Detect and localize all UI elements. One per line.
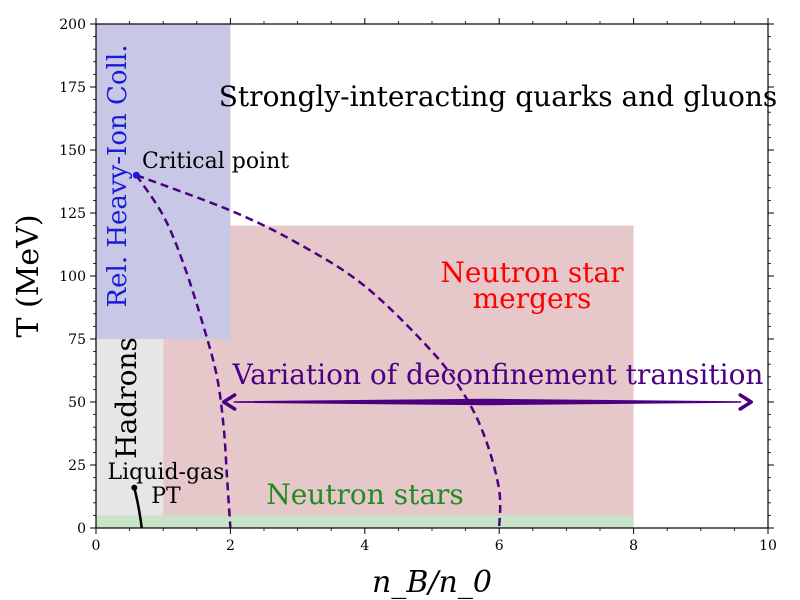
region-rel-heavy-ion-coll — [96, 24, 231, 339]
critical-point-marker — [132, 171, 140, 179]
label-liquid-gas: Liquid-gas — [108, 460, 225, 485]
label-deconfinement: Variation of deconfinement transition — [232, 358, 764, 391]
y-tick-label: 150 — [59, 143, 86, 159]
label-hadrons: Hadrons — [110, 337, 143, 459]
liquid-gas-line — [133, 487, 143, 529]
label-quarks-gluons: Strongly-interacting quarks and gluons — [219, 80, 778, 113]
y-tick-label: 0 — [77, 521, 86, 537]
deconfinement-arrow-left-head — [221, 393, 237, 411]
x-tick-label: 6 — [495, 538, 504, 554]
region-neutron-star-mergers — [163, 225, 634, 528]
liquid-gas-endpoint — [131, 484, 138, 491]
x-tick-label: 4 — [360, 538, 369, 554]
x-tick-label: 8 — [629, 538, 638, 554]
x-axis-title: n_B/n_0 — [372, 565, 492, 600]
label-mergers-line1: Neutron star — [440, 256, 624, 289]
y-tick-label: 100 — [59, 269, 86, 285]
label-mergers-line2: mergers — [473, 282, 592, 315]
transition-curve-outer — [135, 174, 502, 529]
curves-layer — [131, 171, 753, 529]
label-critical-point: Critical point — [142, 149, 289, 174]
label-heavy-ion: Rel. Heavy-Ion Coll. — [103, 45, 133, 308]
transition-curve-inner — [135, 174, 232, 529]
x-tick-label: 2 — [226, 538, 235, 554]
y-tick-label: 125 — [59, 206, 86, 222]
annotations-layer: n_B/n_0 T (MeV) Strongly-interacting quark… — [11, 45, 777, 600]
x-tick-label: 10 — [759, 538, 777, 554]
y-tick-label: 200 — [59, 17, 86, 33]
y-tick-label: 175 — [59, 80, 86, 96]
region-hadrons — [96, 339, 164, 528]
label-neutron-stars: Neutron stars — [266, 478, 464, 511]
x-tick-label: 0 — [92, 538, 101, 554]
region-neutron-stars — [96, 515, 634, 528]
label-liquid-gas-pt: PT — [151, 484, 181, 509]
y-tick-label: 75 — [68, 332, 86, 348]
y-axis-title: T (MeV) — [11, 214, 46, 337]
deconfinement-arrow-right-head — [738, 393, 753, 411]
y-tick-label: 50 — [68, 395, 86, 411]
y-tick-label: 25 — [68, 458, 86, 474]
deconfinement-arrow-shaft — [233, 398, 742, 406]
